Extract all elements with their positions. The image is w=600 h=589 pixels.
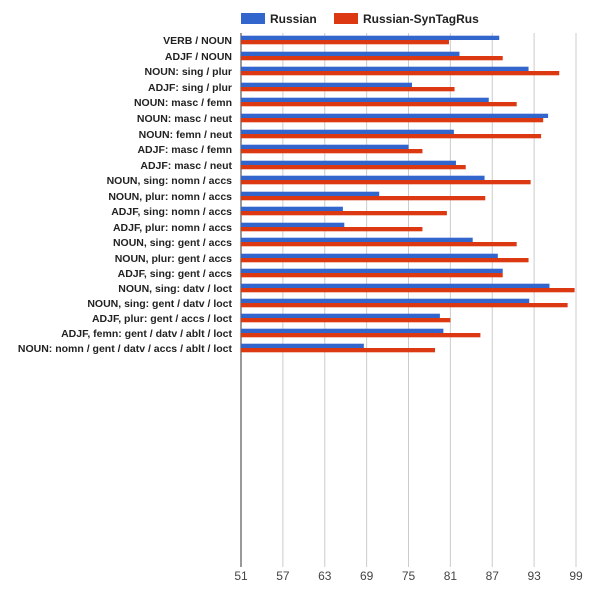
category-label: ADJF, plur: gent / accs / loct [92,313,233,325]
bar-russian-syntagrus [241,165,466,170]
bar-russian [241,268,503,273]
bar-russian-syntagrus [241,273,503,278]
bar-russian-syntagrus [241,149,423,154]
x-tick-label: 57 [276,569,290,583]
bar-russian [241,129,454,134]
x-tick-label: 93 [527,569,541,583]
category-label: NOUN: masc / neut [137,113,233,125]
x-tick-label: 69 [360,569,374,583]
bar-russian [241,206,343,211]
bar-russian [241,175,485,180]
bar-russian [241,253,498,258]
bar-russian-syntagrus [241,56,503,61]
legend-label-russian-syntagrus: Russian-SynTagRus [363,12,479,26]
bar-russian-syntagrus [241,71,560,76]
bar-russian [241,82,412,87]
bar-russian-syntagrus [241,258,529,263]
bar-russian [241,222,345,227]
x-tick-label: 81 [444,569,458,583]
category-label: NOUN: femn / neut [139,129,233,141]
category-label: NOUN: masc / femn [134,97,232,109]
x-axis-ticks: 51 57 63 69 75 81 87 93 99 [234,569,583,583]
bars [241,35,575,353]
x-tick-label: 99 [569,569,583,583]
bar-russian-syntagrus [241,118,544,123]
bar-russian [241,51,460,56]
bar-russian-syntagrus [241,40,449,45]
category-label: NOUN, sing: datv / loct [118,283,232,295]
legend-label-russian: Russian [270,12,317,26]
x-tick-label: 75 [402,569,416,583]
category-labels: VERB / NOUN ADJF / NOUN NOUN: sing / plur A… [18,35,233,355]
bar-russian-syntagrus [241,288,575,293]
category-label: NOUN, sing: gent / datv / loct [87,298,232,310]
bar-russian [241,328,444,333]
bar-russian-syntagrus [241,134,542,139]
bar-russian [241,35,500,40]
bar-russian [241,237,473,242]
bar-russian [241,191,380,196]
category-label: ADJF: masc / femn [137,144,232,156]
category-label: ADJF: masc / neut [140,160,232,172]
bar-russian-syntagrus [241,348,436,353]
bar-russian [241,144,409,149]
bar-russian [241,298,530,303]
bar-russian [241,283,550,288]
bar-russian-syntagrus [241,303,568,308]
category-label: NOUN: sing / plur [145,66,233,78]
x-tick-label: 87 [486,569,500,583]
category-label: ADJF / NOUN [165,51,232,63]
category-label: ADJF, femn: gent / datv / ablt / loct [61,328,232,340]
bar-russian [241,160,456,165]
bar-russian [241,113,549,118]
bar-russian [241,97,489,102]
bar-russian [241,343,364,348]
category-label: VERB / NOUN [163,35,232,47]
legend-swatch-russian-syntagrus [334,13,358,24]
bar-russian-syntagrus [241,196,486,201]
bar-russian-syntagrus [241,318,451,323]
category-label: ADJF, plur: nomn / accs [113,222,232,234]
category-label: NOUN, sing: gent / accs [113,237,232,249]
bar-russian-syntagrus [241,180,531,185]
category-label: ADJF: sing / plur [148,82,232,94]
category-label: ADJF, sing: gent / accs [118,268,233,280]
bar-russian-syntagrus [241,87,455,92]
x-tick-label: 63 [318,569,332,583]
legend-swatch-russian [241,13,265,24]
bar-russian-syntagrus [241,242,517,247]
bar-russian-syntagrus [241,333,481,338]
legend: Russian Russian-SynTagRus [241,12,479,26]
category-label: NOUN, sing: nomn / accs [107,175,233,187]
bar-russian-syntagrus [241,211,447,216]
x-tick-label: 51 [234,569,248,583]
category-label: NOUN, plur: gent / accs [115,253,232,265]
bar-russian [241,66,529,71]
category-label: NOUN: nomn / gent / datv / accs / ablt /… [18,343,233,355]
bar-russian [241,313,440,318]
category-label: NOUN, plur: nomn / accs [108,191,232,203]
bar-russian-syntagrus [241,102,517,107]
category-label: ADJF, sing: nomn / accs [111,206,232,218]
bar-russian-syntagrus [241,227,423,232]
